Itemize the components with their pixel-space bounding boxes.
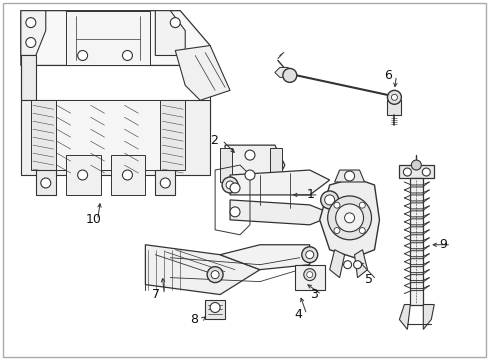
Polygon shape bbox=[56, 100, 160, 170]
Circle shape bbox=[343, 261, 351, 269]
Circle shape bbox=[333, 228, 339, 234]
Polygon shape bbox=[224, 145, 285, 185]
Polygon shape bbox=[329, 250, 344, 278]
Circle shape bbox=[344, 171, 354, 181]
Circle shape bbox=[26, 18, 36, 28]
Polygon shape bbox=[423, 305, 433, 329]
Polygon shape bbox=[334, 170, 364, 182]
Circle shape bbox=[422, 168, 429, 176]
Polygon shape bbox=[155, 170, 175, 195]
Circle shape bbox=[324, 195, 334, 205]
Circle shape bbox=[410, 160, 421, 170]
Polygon shape bbox=[409, 178, 423, 305]
Circle shape bbox=[305, 251, 313, 259]
Polygon shape bbox=[399, 305, 409, 329]
Circle shape bbox=[160, 178, 170, 188]
Polygon shape bbox=[65, 155, 101, 195]
Circle shape bbox=[41, 178, 51, 188]
Text: 8: 8 bbox=[190, 313, 198, 326]
Text: 6: 6 bbox=[384, 69, 391, 82]
Circle shape bbox=[306, 272, 312, 278]
Circle shape bbox=[78, 170, 87, 180]
Circle shape bbox=[207, 267, 223, 283]
Polygon shape bbox=[110, 155, 145, 195]
Circle shape bbox=[244, 150, 254, 160]
Circle shape bbox=[386, 90, 401, 104]
Circle shape bbox=[210, 302, 220, 312]
Circle shape bbox=[225, 181, 234, 189]
Circle shape bbox=[327, 196, 371, 240]
Text: 5: 5 bbox=[364, 273, 372, 286]
Circle shape bbox=[26, 37, 36, 48]
Circle shape bbox=[320, 191, 338, 209]
Polygon shape bbox=[175, 45, 229, 100]
Circle shape bbox=[78, 50, 87, 60]
Circle shape bbox=[244, 170, 254, 180]
Polygon shape bbox=[386, 100, 401, 115]
Polygon shape bbox=[65, 11, 150, 66]
Text: 2: 2 bbox=[210, 134, 218, 147]
Circle shape bbox=[353, 261, 361, 269]
Text: 1: 1 bbox=[306, 188, 314, 202]
Polygon shape bbox=[319, 178, 379, 258]
Circle shape bbox=[359, 228, 365, 234]
Circle shape bbox=[282, 68, 296, 82]
Circle shape bbox=[122, 170, 132, 180]
Circle shape bbox=[344, 213, 354, 223]
Text: 9: 9 bbox=[438, 238, 446, 251]
Polygon shape bbox=[155, 11, 185, 55]
Circle shape bbox=[222, 177, 238, 193]
Polygon shape bbox=[36, 170, 56, 195]
Circle shape bbox=[335, 204, 363, 232]
Polygon shape bbox=[399, 165, 433, 178]
Polygon shape bbox=[294, 265, 324, 289]
Text: 4: 4 bbox=[294, 308, 302, 321]
Text: 10: 10 bbox=[85, 213, 102, 226]
Polygon shape bbox=[274, 67, 292, 77]
Circle shape bbox=[170, 18, 180, 28]
Circle shape bbox=[301, 247, 317, 263]
Polygon shape bbox=[160, 100, 185, 170]
Circle shape bbox=[122, 50, 132, 60]
Circle shape bbox=[359, 202, 365, 208]
Circle shape bbox=[229, 183, 240, 193]
Text: 3: 3 bbox=[309, 288, 317, 301]
Polygon shape bbox=[21, 100, 210, 175]
Polygon shape bbox=[31, 100, 56, 170]
Polygon shape bbox=[205, 300, 224, 319]
Text: 7: 7 bbox=[152, 288, 160, 301]
Polygon shape bbox=[220, 245, 309, 270]
Polygon shape bbox=[354, 250, 367, 278]
Polygon shape bbox=[21, 11, 46, 55]
Polygon shape bbox=[21, 11, 210, 66]
Polygon shape bbox=[229, 200, 334, 225]
Polygon shape bbox=[229, 170, 329, 195]
Circle shape bbox=[390, 94, 397, 100]
Circle shape bbox=[333, 202, 339, 208]
Circle shape bbox=[211, 271, 219, 279]
Polygon shape bbox=[220, 148, 232, 182]
Circle shape bbox=[403, 168, 410, 176]
Polygon shape bbox=[21, 55, 36, 100]
Circle shape bbox=[303, 269, 315, 280]
Polygon shape bbox=[269, 148, 281, 182]
Polygon shape bbox=[145, 245, 260, 294]
Circle shape bbox=[229, 207, 240, 217]
